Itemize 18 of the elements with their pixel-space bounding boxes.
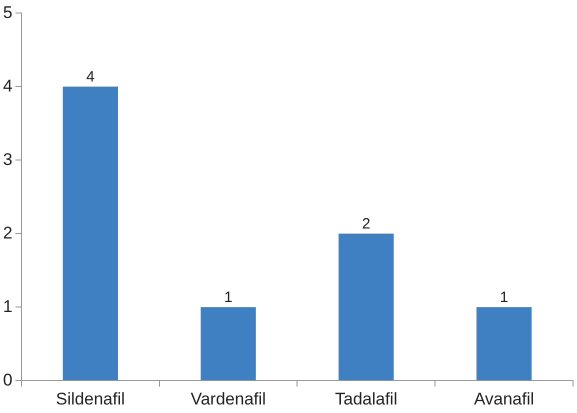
y-tick-label: 1: [2, 296, 12, 316]
bar: [62, 86, 118, 380]
data-label: 2: [362, 215, 370, 232]
y-tick-label: 4: [2, 76, 12, 96]
x-tick-label: Tadalafil: [334, 389, 398, 408]
data-label: 1: [500, 288, 508, 306]
bar: [200, 307, 256, 380]
y-tick-label: 3: [2, 150, 12, 169]
bar: [476, 307, 532, 380]
y-tick-label: 2: [2, 223, 12, 242]
x-tick-label: Avanafil: [474, 389, 534, 408]
x-tick-label: Sildenafil: [56, 389, 125, 408]
data-label: 4: [86, 68, 95, 86]
x-tick-label: Vardenafil: [190, 389, 266, 408]
y-tick-label: 0: [2, 370, 12, 390]
y-tick-label: 5: [2, 2, 12, 22]
bar: [338, 234, 394, 380]
data-label: 1: [224, 288, 232, 306]
